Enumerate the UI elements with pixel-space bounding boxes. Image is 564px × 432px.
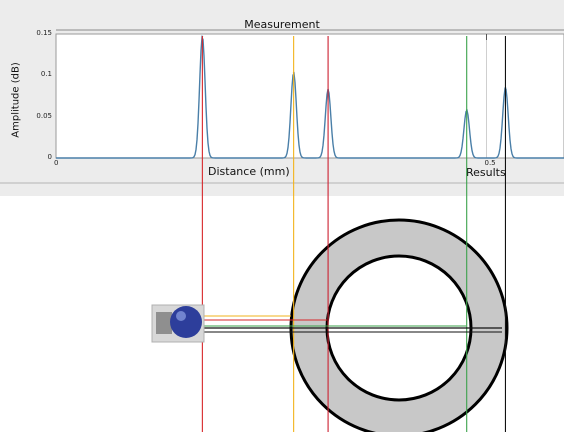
transducer-highlight — [176, 311, 186, 321]
y-tick-label: 0 — [47, 153, 52, 161]
transducer-icon — [170, 306, 202, 338]
panel-title: Measurement — [244, 18, 320, 31]
x-axis-label: Distance (mm) — [208, 165, 290, 178]
x-tick-label: 0.5 — [484, 159, 496, 167]
y-tick-label: 0.05 — [36, 111, 52, 120]
y-tick-label: 0.1 — [40, 70, 52, 79]
plot-area — [55, 33, 564, 159]
results-label: Results — [466, 166, 506, 179]
x-tick-label: 0 — [54, 159, 59, 167]
transducer-body — [156, 312, 172, 334]
y-tick-label: 0.15 — [36, 29, 52, 37]
amplitude-series-line — [56, 35, 564, 159]
